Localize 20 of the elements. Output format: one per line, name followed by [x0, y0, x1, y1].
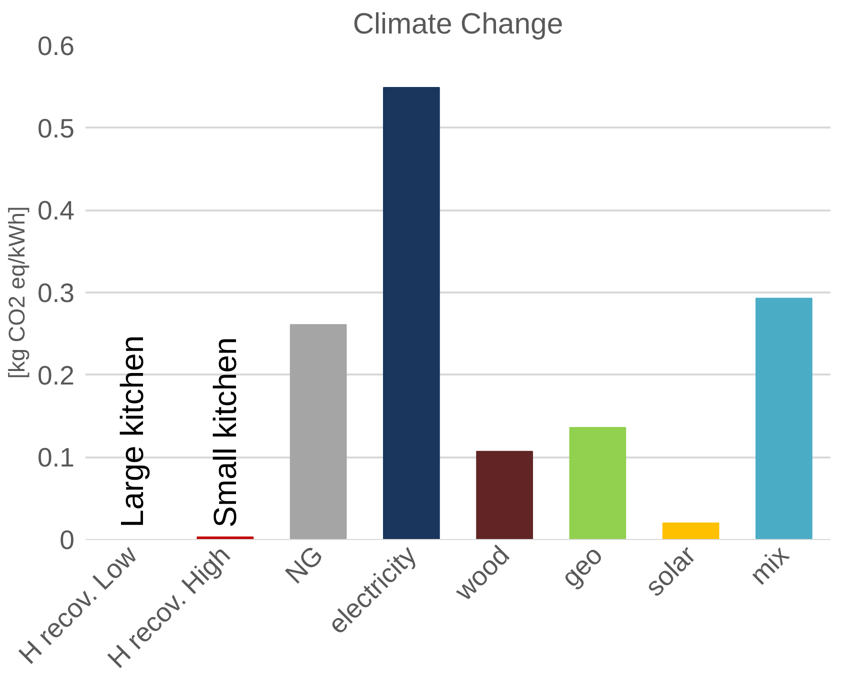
y-tick-label: 0: [60, 525, 75, 555]
y-tick-label: 0.4: [37, 196, 75, 226]
x-tick-label: NG: [279, 540, 329, 590]
bar: [569, 427, 626, 540]
chart-title: Climate Change: [352, 8, 564, 40]
x-tick-label: mix: [744, 539, 796, 590]
annotation: Small kitchen: [207, 337, 244, 528]
y-tick-label: 0.6: [37, 31, 75, 61]
bar: [476, 450, 533, 540]
y-tick-label: 0.1: [37, 442, 75, 473]
bar: [383, 86, 440, 540]
x-tick-label: geo: [556, 540, 608, 593]
y-tick-label: 0.3: [37, 278, 75, 308]
y-tick-label: 0.2: [37, 360, 75, 390]
bar: [662, 522, 720, 540]
y-tick-label: 0.5: [37, 113, 75, 144]
y-axis-title: [kg CO2 eq/kWh]: [3, 206, 30, 379]
annotation: Large kitchen: [114, 335, 150, 528]
bar: [756, 298, 812, 540]
bar: [290, 324, 347, 540]
